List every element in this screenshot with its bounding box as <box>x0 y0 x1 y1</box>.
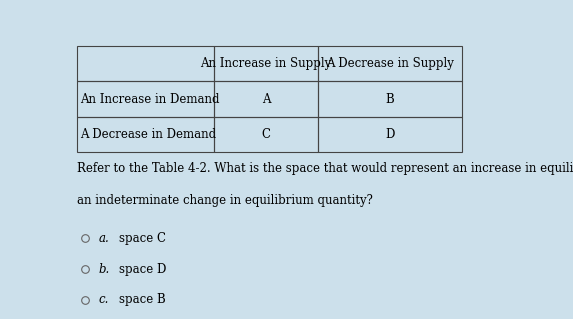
Text: C: C <box>261 128 270 141</box>
Text: A: A <box>262 93 270 106</box>
Text: b.: b. <box>99 263 109 276</box>
Bar <box>77 81 214 117</box>
Text: a.: a. <box>99 232 109 245</box>
Bar <box>214 117 318 152</box>
Bar <box>318 117 462 152</box>
Bar <box>318 46 462 81</box>
Text: space D: space D <box>119 263 167 276</box>
Bar <box>214 81 318 117</box>
Text: A Decrease in Demand: A Decrease in Demand <box>80 128 216 141</box>
Text: Refer to the Table 4-2. What is the space that would represent an increase in eq: Refer to the Table 4-2. What is the spac… <box>77 162 573 175</box>
Text: A Decrease in Supply: A Decrease in Supply <box>326 57 454 70</box>
Bar <box>214 46 318 81</box>
Text: space B: space B <box>119 293 166 306</box>
Text: An Increase in Demand: An Increase in Demand <box>80 93 219 106</box>
Text: space C: space C <box>119 232 166 245</box>
Text: an indeterminate change in equilibrium quantity?: an indeterminate change in equilibrium q… <box>77 194 373 207</box>
Text: B: B <box>386 93 395 106</box>
Text: D: D <box>386 128 395 141</box>
Bar <box>77 117 214 152</box>
Text: c.: c. <box>99 293 109 306</box>
Bar <box>77 46 214 81</box>
Text: An Increase in Supply: An Increase in Supply <box>200 57 331 70</box>
Bar <box>318 81 462 117</box>
